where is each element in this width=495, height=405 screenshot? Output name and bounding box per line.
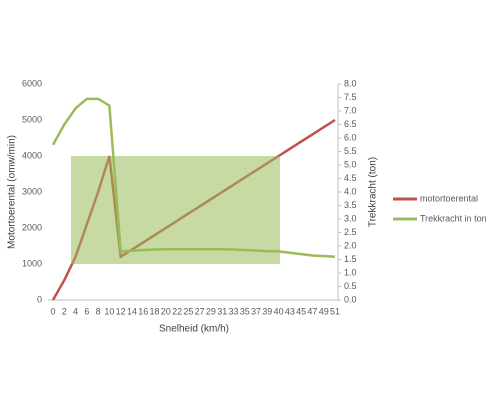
x-tick-label: 47 bbox=[307, 306, 317, 316]
y2-axis-title: Trekkracht (ton) bbox=[368, 157, 379, 227]
x-tick-label: 40 bbox=[274, 306, 284, 316]
y-axis-title: Motortoerental (omw/min) bbox=[7, 135, 18, 249]
y2-tick-label: 5.5 bbox=[344, 146, 357, 156]
x-tick-label: 31 bbox=[217, 306, 227, 316]
x-tick-label: 4 bbox=[73, 306, 78, 316]
x-tick-label: 14 bbox=[127, 306, 137, 316]
x-tick-label: 18 bbox=[150, 306, 160, 316]
x-tick-label: 25 bbox=[183, 306, 193, 316]
x-tick-label: 8 bbox=[96, 306, 101, 316]
y2-tick-label: 1.0 bbox=[344, 267, 357, 277]
y2-tick-label: 8.0 bbox=[344, 78, 357, 88]
y2-tick-label: 7.0 bbox=[344, 105, 357, 115]
y2-tick-label: 4.0 bbox=[344, 186, 357, 196]
y2-tick-label: 0.5 bbox=[344, 281, 357, 291]
x-tick-label: 35 bbox=[240, 306, 250, 316]
x-axis-title: Snelheid (km/h) bbox=[159, 324, 229, 335]
x-tick-label: 20 bbox=[161, 306, 171, 316]
y2-tick-label: 6.5 bbox=[344, 119, 357, 129]
y-tick-label: 2000 bbox=[22, 222, 42, 232]
x-tick-label: 33 bbox=[228, 306, 238, 316]
y2-tick-label: 3.0 bbox=[344, 213, 357, 223]
y-tick-label: 3000 bbox=[22, 186, 42, 196]
x-tick-label: 22 bbox=[172, 306, 182, 316]
x-tick-label: 16 bbox=[138, 306, 148, 316]
y-tick-label: 0 bbox=[37, 294, 42, 304]
x-tick-label: 29 bbox=[206, 306, 216, 316]
y2-tick-label: 3.5 bbox=[344, 200, 357, 210]
x-tick-label: 2 bbox=[62, 306, 67, 316]
y-tick-label: 6000 bbox=[22, 78, 42, 88]
y2-tick-label: 1.5 bbox=[344, 254, 357, 264]
x-tick-label: 6 bbox=[84, 306, 89, 316]
y2-tick-label: 4.5 bbox=[344, 173, 357, 183]
x-tick-label: 10 bbox=[104, 306, 114, 316]
x-tick-label: 39 bbox=[262, 306, 272, 316]
legend-label: Trekkracht in ton bbox=[420, 213, 487, 223]
x-tick-label: 45 bbox=[296, 306, 306, 316]
y2-tick-label: 0.0 bbox=[344, 294, 357, 304]
y2-tick-label: 7.5 bbox=[344, 92, 357, 102]
y2-tick-label: 5.0 bbox=[344, 159, 357, 169]
y2-tick-label: 6.0 bbox=[344, 132, 357, 142]
y-tick-label: 4000 bbox=[22, 150, 42, 160]
x-tick-label: 12 bbox=[116, 306, 126, 316]
y-tick-label: 1000 bbox=[22, 258, 42, 268]
x-tick-label: 0 bbox=[50, 306, 55, 316]
x-tick-label: 51 bbox=[330, 306, 340, 316]
y2-tick-label: 2.0 bbox=[344, 240, 357, 250]
x-tick-label: 43 bbox=[285, 306, 295, 316]
y2-tick-label: 2.5 bbox=[344, 227, 357, 237]
x-tick-label: 27 bbox=[195, 306, 205, 316]
x-tick-label: 37 bbox=[251, 306, 261, 316]
highlight-region bbox=[71, 156, 280, 264]
legend-label: motortoerental bbox=[420, 193, 478, 203]
x-tick-label: 49 bbox=[319, 306, 329, 316]
y-tick-label: 5000 bbox=[22, 114, 42, 124]
